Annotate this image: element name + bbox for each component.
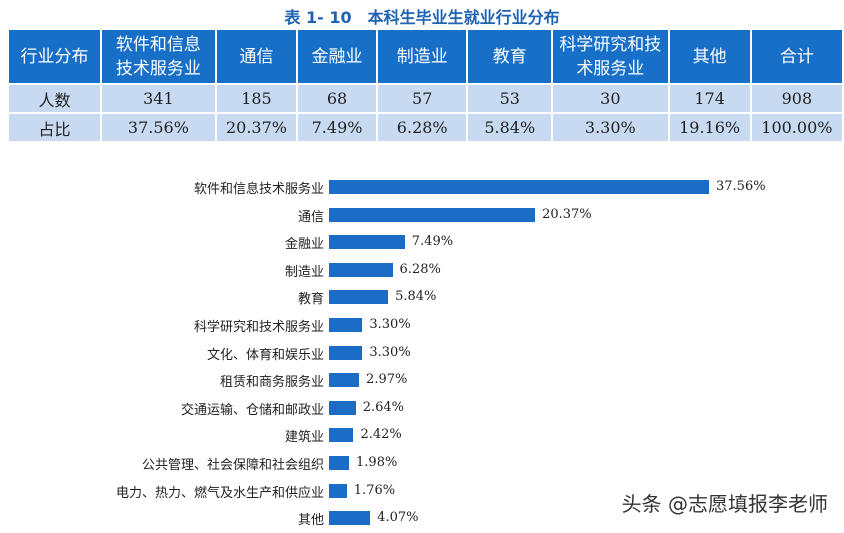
column-header: 软件和信息技术服务业	[101, 30, 215, 83]
table-cell: 37.56%	[101, 114, 215, 141]
category-label: 电力、热力、燃气及水生产和供应业	[115, 485, 324, 501]
table-cell: 53	[468, 85, 552, 112]
table-cell: 185	[216, 85, 297, 112]
table-cell: 6.28%	[377, 114, 467, 141]
watermark: 头条 @志愿填报李老师	[621, 492, 828, 516]
data-label: 4.07%	[377, 510, 419, 526]
data-label: 37.56%	[716, 179, 766, 194]
data-label: 1.98%	[356, 455, 398, 470]
category-label: 金融业	[284, 237, 324, 253]
table-cell: 100.00%	[751, 114, 842, 141]
column-header: 其他	[669, 30, 750, 83]
column-header: 教育	[468, 30, 552, 83]
data-label: 2.97%	[366, 372, 408, 388]
table-cell: 5.84%	[468, 114, 552, 141]
data-label: 6.28%	[399, 261, 441, 277]
bar	[329, 400, 356, 415]
bar	[329, 428, 354, 443]
bar	[329, 318, 363, 332]
data-label: 2.64%	[362, 399, 405, 415]
table-cell: 7.49%	[298, 114, 376, 141]
category-label: 租赁和商务服务业	[219, 375, 324, 391]
bar	[329, 180, 709, 194]
bar-chart: 软件和信息技术服务业 37.56% 通信 20.37% 金融业 7.49% 制造业 6.28%…	[0, 170, 844, 533]
table-cell: 19.16%	[669, 114, 750, 141]
bar	[329, 456, 350, 470]
table-cell: 57	[377, 85, 467, 112]
category-label: 其他	[297, 513, 324, 529]
bar	[329, 483, 347, 498]
category-label: 通信	[297, 209, 324, 225]
bar	[329, 511, 371, 526]
data-label: 5.84%	[395, 289, 437, 305]
table-row: 人数 341 185 68 57 53 30 174 908	[9, 85, 842, 112]
category-label: 建筑业	[284, 430, 324, 446]
data-label: 20.37%	[542, 206, 592, 222]
table-cell: 30	[553, 85, 668, 112]
column-header: 科学研究和技术服务业	[553, 30, 668, 83]
table-row: 占比 37.56% 20.37% 7.49% 6.28% 5.84% 3.30% 19.16%…	[9, 114, 842, 141]
table-cell: 341	[101, 85, 215, 112]
bar	[329, 235, 405, 250]
category-label: 文化、体育和娱乐业	[206, 347, 324, 363]
header-row: 行业分布 软件和信息技术服务业 通信 金融业 制造业 教育 科学研究和技术服务业 其他 合计	[9, 30, 842, 83]
category-label: 公共管理、社会保障和社会组织	[141, 458, 324, 473]
data-label: 3.30%	[369, 317, 411, 332]
category-label: 软件和信息技术服务业	[193, 182, 324, 197]
column-header: 通信	[216, 30, 297, 83]
category-label: 科学研究和技术服务业	[193, 320, 324, 335]
industry-table: 行业分布 软件和信息技术服务业 通信 金融业 制造业 教育 科学研究和技术服务业 其他 合计 人…	[7, 28, 844, 143]
bar	[329, 290, 389, 305]
row-label: 人数	[9, 85, 100, 112]
bar	[329, 207, 536, 222]
column-header: 合计	[751, 30, 842, 83]
table-cell: 68	[298, 85, 376, 112]
data-label: 1.76%	[353, 482, 396, 498]
table-cell: 3.30%	[553, 114, 668, 141]
category-label: 制造业	[284, 264, 324, 280]
data-label: 2.42%	[360, 427, 402, 443]
table-cell: 20.37%	[216, 114, 297, 141]
column-header: 制造业	[377, 30, 467, 83]
data-label: 3.30%	[369, 344, 411, 360]
category-label: 教育	[297, 292, 324, 308]
bar	[329, 373, 360, 388]
bar	[329, 262, 393, 277]
table-title: 表 1- 10 本科生毕业生就业行业分布	[284, 8, 560, 27]
data-label: 7.49%	[411, 234, 454, 250]
bar	[329, 345, 363, 360]
category-label: 交通运输、仓储和邮政业	[180, 402, 324, 418]
row-label: 占比	[9, 114, 100, 141]
table-cell: 174	[669, 85, 750, 112]
column-header: 行业分布	[9, 30, 100, 83]
column-header: 金融业	[298, 30, 376, 83]
table-cell: 908	[751, 85, 842, 112]
